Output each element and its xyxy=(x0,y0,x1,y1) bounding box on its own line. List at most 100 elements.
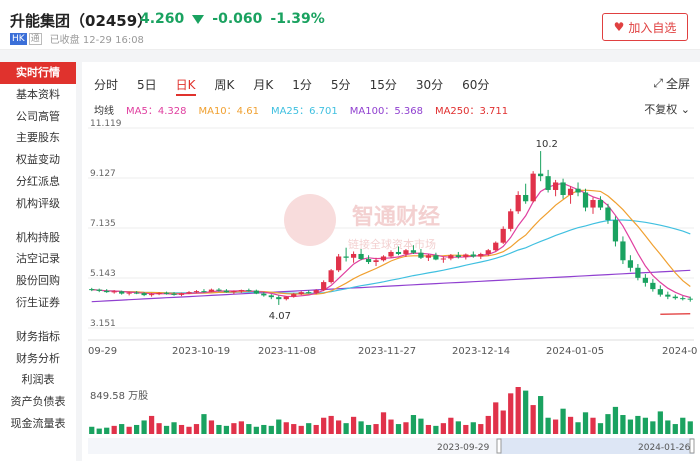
volume-bar xyxy=(687,421,693,434)
sidebar-item-institutional[interactable]: 机构持股 xyxy=(16,230,60,244)
candle-body xyxy=(530,173,536,202)
ma250-line xyxy=(660,313,691,315)
status-row: HK 通 已收盘 12-29 16:08 xyxy=(10,31,144,46)
volume-bar xyxy=(246,424,252,434)
watermark-logo xyxy=(284,194,336,246)
volume-bar xyxy=(642,417,648,434)
market-status: 已收盘 12-29 16:08 xyxy=(49,35,144,46)
candle-body xyxy=(605,207,611,221)
tab-15min[interactable]: 15分 xyxy=(369,78,397,92)
tab-daily-k[interactable]: 日K xyxy=(175,76,196,96)
volume-bar xyxy=(538,396,544,434)
sidebar-item-ratings[interactable]: 机构评级 xyxy=(16,196,60,210)
candle-body xyxy=(298,292,304,295)
high-annotation: 10.2 xyxy=(536,139,558,150)
candle-body xyxy=(276,297,282,300)
candle-body xyxy=(350,253,357,258)
volume-bar xyxy=(134,424,140,434)
x-tick-label: 2023-11-27 xyxy=(358,346,416,357)
navigator-start-label: 2023-09-29 xyxy=(437,443,490,453)
candle-body xyxy=(455,255,461,257)
volume-bar xyxy=(119,424,125,434)
volume-bar xyxy=(657,411,663,434)
candle-body xyxy=(216,289,222,291)
candle-body xyxy=(612,220,619,242)
ma-legend: 均线 MA5：4.328 MA10：4.61 MA25：6.701 MA100：… xyxy=(94,102,520,117)
ma100-value: MA100：5.368 xyxy=(349,106,423,117)
sidebar-item-shareholders[interactable]: 主要股东 xyxy=(16,131,60,145)
candle-body xyxy=(321,282,327,291)
tab-weekly-k[interactable]: 周K xyxy=(214,78,235,92)
candle-body xyxy=(642,277,648,283)
down-arrow-icon xyxy=(192,14,205,24)
x-tick-label: 2023-10-19 xyxy=(172,346,230,357)
sidebar-item-basic-info[interactable]: 基本资料 xyxy=(16,87,60,101)
sidebar-item-income[interactable]: 利润表 xyxy=(21,373,55,387)
tab-30min[interactable]: 30分 xyxy=(415,78,444,92)
sidebar-item-executives[interactable]: 公司高管 xyxy=(16,109,60,123)
tab-5day[interactable]: 5日 xyxy=(137,78,157,92)
sidebar-item-buyback[interactable]: 股份回购 xyxy=(16,274,60,288)
candle-body xyxy=(380,256,387,261)
period-tabs: 分时 5日 日K 周K 月K 1分 5分 15分 30分 60分 xyxy=(94,76,508,96)
volume-bar xyxy=(253,426,259,434)
volume-bar xyxy=(552,419,559,434)
candle-body xyxy=(365,258,372,263)
price-change-pct: -1.39% xyxy=(270,11,325,27)
volume-bar xyxy=(201,414,207,434)
candle-body xyxy=(134,292,140,294)
volume-bar xyxy=(373,424,379,434)
fullscreen-button[interactable]: ⤢ 全屏 xyxy=(653,75,690,92)
connect-badge: 通 xyxy=(28,32,42,45)
sidebar-item-cashflow[interactable]: 现金流量表 xyxy=(10,416,66,430)
sidebar-item-equity-change[interactable]: 权益变动 xyxy=(16,153,60,167)
candle-body xyxy=(328,270,334,283)
sidebar-item-derivatives[interactable]: 衍生证券 xyxy=(16,295,60,309)
candle-body xyxy=(552,182,559,190)
sidebar-item-balance[interactable]: 资产负债表 xyxy=(10,395,66,409)
candle-body xyxy=(186,292,192,294)
candle-body xyxy=(261,293,267,296)
volume-bar xyxy=(148,415,155,434)
candle-body xyxy=(238,290,244,292)
adjustment-select[interactable]: 不复权 ⌄ xyxy=(644,101,690,117)
volume-bar xyxy=(350,416,357,434)
tab-monthly-k[interactable]: 月K xyxy=(253,78,274,92)
volume-bar xyxy=(478,424,484,434)
sidebar-item-dividends[interactable]: 分红派息 xyxy=(16,174,60,188)
candle-body xyxy=(470,254,476,257)
sidebar-gap xyxy=(0,314,76,326)
tab-60min[interactable]: 60分 xyxy=(462,78,490,92)
adjust-label: 不复权 xyxy=(644,103,678,116)
watermark-slogan: 链接全球资本市场 xyxy=(348,237,436,251)
navigator-handle-right xyxy=(689,438,695,454)
volume-bar xyxy=(156,423,162,434)
sidebar-item-fin-analysis[interactable]: 财务分析 xyxy=(16,351,60,365)
candle-body xyxy=(148,294,155,296)
sidebar-item-realtime[interactable]: 实时行情 xyxy=(0,62,76,84)
tab-1min[interactable]: 1分 xyxy=(292,78,312,92)
volume-bar xyxy=(343,423,349,434)
volume-bar xyxy=(440,423,446,434)
add-to-watchlist-button[interactable]: ♥ 加入自选 xyxy=(602,13,688,41)
stock-header: 升能集团（02459） 4.260 -0.060 -1.39% HK 通 已收盘… xyxy=(0,0,700,50)
candle-body xyxy=(89,289,95,291)
volume-bar xyxy=(380,412,387,434)
candle-body xyxy=(358,253,364,259)
sidebar-item-short-selling[interactable]: 沽空记录 xyxy=(16,252,60,266)
candle-body xyxy=(306,292,312,294)
tab-5min[interactable]: 5分 xyxy=(330,78,351,92)
volume-bar xyxy=(388,419,394,434)
current-price: 4.260 xyxy=(140,11,185,27)
fullscreen-label: 全屏 xyxy=(665,77,690,91)
tab-intraday[interactable]: 分时 xyxy=(94,78,119,92)
candle-body xyxy=(96,289,102,291)
candle-body xyxy=(403,250,409,254)
volume-bar xyxy=(313,424,319,434)
sidebar-item-fin-indicators[interactable]: 财务指标 xyxy=(16,329,60,343)
volume-bar xyxy=(96,428,102,434)
volume-bar xyxy=(567,416,574,434)
volume-bar xyxy=(231,423,237,434)
